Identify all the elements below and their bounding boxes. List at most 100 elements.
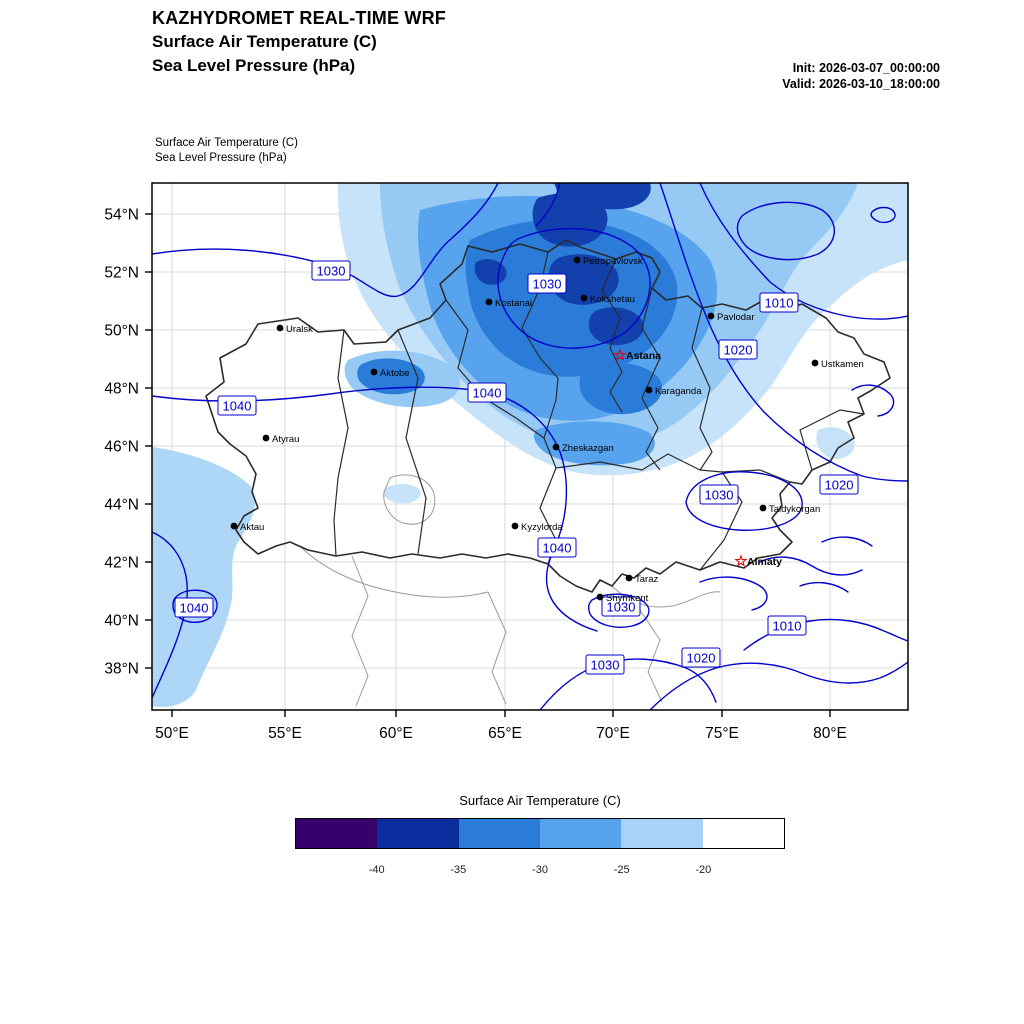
colorbar-segment bbox=[377, 819, 459, 848]
neighbor-border bbox=[351, 555, 369, 707]
aral-sea-outline bbox=[383, 474, 436, 525]
pressure-label: 1020 bbox=[724, 343, 753, 358]
oblast-border bbox=[799, 409, 865, 471]
city-label: Atyrau bbox=[272, 434, 299, 445]
city-label: Kostanai bbox=[495, 298, 532, 309]
city-label: Uralsk bbox=[286, 324, 313, 335]
pressure-contour bbox=[659, 183, 908, 482]
pressure-contour bbox=[821, 536, 873, 547]
city-label: Taldykorgan bbox=[769, 504, 820, 515]
pressure-label-box bbox=[174, 597, 214, 618]
pressure-label-box bbox=[819, 474, 859, 495]
pressure-label-box bbox=[585, 654, 625, 675]
x-axis-tick-label: 65°E bbox=[488, 725, 522, 742]
pressure-label: 1030 bbox=[705, 488, 734, 503]
pressure-contour bbox=[497, 227, 651, 349]
city-label: Shymkent bbox=[606, 593, 649, 604]
city-label: Kokshetau bbox=[590, 294, 635, 305]
city-dot-icon bbox=[596, 593, 604, 601]
y-axis-tick-label: 42°N bbox=[104, 555, 139, 572]
pressure-label: 1040 bbox=[543, 541, 572, 556]
oblast-border bbox=[333, 329, 349, 557]
colorbar-title: Surface Air Temperature (C) bbox=[459, 793, 621, 808]
y-axis-tick-label: 44°N bbox=[104, 497, 139, 514]
pressure-label: 1030 bbox=[317, 264, 346, 279]
city-markers: Petropavlovsk Kostanai Kokshetau Pavlodar Ur… bbox=[230, 256, 864, 604]
city-dot-icon bbox=[625, 574, 633, 582]
city-dot-icon bbox=[580, 294, 588, 302]
city-label: Almaty bbox=[747, 556, 782, 568]
pressure-contour bbox=[587, 593, 650, 628]
city-label: Aktobe bbox=[380, 368, 410, 379]
neighbor-border bbox=[639, 609, 663, 703]
subtitle-pressure: Sea Level Pressure (hPa) bbox=[152, 56, 356, 75]
neighbor-border bbox=[299, 545, 489, 598]
pressure-contour bbox=[172, 589, 218, 623]
city-dot-icon bbox=[811, 359, 819, 367]
oblast-border bbox=[601, 258, 623, 413]
y-axis-tick-label: 54°N bbox=[104, 207, 139, 224]
pressure-label-box bbox=[217, 395, 257, 416]
pressure-label: 1030 bbox=[591, 658, 620, 673]
oblast-border bbox=[691, 307, 713, 471]
x-axis-tick-label: 55°E bbox=[268, 725, 302, 742]
colorbar bbox=[295, 818, 785, 849]
city-dot-icon bbox=[485, 298, 493, 306]
pressure-contour bbox=[759, 556, 863, 576]
city-dot-icon bbox=[370, 368, 378, 376]
y-axis-tick-label: 48°N bbox=[104, 381, 139, 398]
temperature-fill-region bbox=[588, 307, 644, 345]
pressure-label-box bbox=[767, 615, 807, 636]
map-axes: 54°N 52°N 50°N 48°N 46°N 44°N 42°N 40°N 38°N 50°E… bbox=[104, 207, 847, 743]
pressure-label-box bbox=[311, 260, 351, 281]
x-axis-tick-label: 70°E bbox=[596, 725, 630, 742]
colorbar-segment bbox=[702, 819, 784, 848]
city-label: Zheskazgan bbox=[562, 443, 614, 454]
pressure-contour bbox=[685, 471, 803, 531]
city-dot-icon bbox=[645, 386, 653, 394]
y-axis-tick-label: 52°N bbox=[104, 265, 139, 282]
run-info: Init: 2026-03-07_00:00:00 Valid: 2026-03… bbox=[782, 60, 940, 92]
y-axis-tick-label: 50°N bbox=[104, 323, 139, 340]
pressure-label-box bbox=[467, 382, 507, 403]
x-axis-tick-label: 75°E bbox=[705, 725, 739, 742]
neighbor-borders bbox=[299, 474, 721, 707]
x-axis-tick-label: 80°E bbox=[813, 725, 847, 742]
y-axis-tick-label: 38°N bbox=[104, 661, 139, 678]
pressure-label: 1040 bbox=[473, 386, 502, 401]
colorbar-tick-label: -35 bbox=[450, 864, 467, 876]
pressure-contour bbox=[535, 183, 561, 227]
caspian-sea-fill bbox=[152, 447, 256, 708]
temperature-fill-region bbox=[816, 427, 855, 459]
pressure-label: 1020 bbox=[687, 651, 716, 666]
x-axis-tick-label: 60°E bbox=[379, 725, 413, 742]
pressure-label-box bbox=[699, 484, 739, 505]
pressure-contour bbox=[736, 201, 836, 261]
map-inset-line1: Surface Air Temperature (C) bbox=[155, 137, 298, 149]
pressure-label: 1040 bbox=[180, 601, 209, 616]
pressure-contours bbox=[152, 183, 908, 710]
city-label: Astana bbox=[626, 350, 661, 362]
temperature-fill-region bbox=[383, 484, 421, 504]
city-label: Petropavlovsk bbox=[583, 256, 643, 267]
subtitle-temperature: Surface Air Temperature (C) bbox=[152, 32, 377, 51]
city-label: Taraz bbox=[635, 574, 658, 585]
pressure-contour bbox=[649, 661, 908, 710]
pressure-label: 1010 bbox=[765, 296, 794, 311]
city-label: Kyzylorda bbox=[521, 522, 563, 533]
temperature-fill-region bbox=[579, 362, 663, 415]
pressure-label-box bbox=[759, 292, 799, 313]
capital-star-icon: ☆ bbox=[734, 553, 748, 570]
city-dot-icon bbox=[276, 324, 284, 332]
city-dot-icon bbox=[262, 434, 270, 442]
city-label: Karaganda bbox=[655, 386, 702, 397]
y-axis-tick-label: 46°N bbox=[104, 439, 139, 456]
pressure-label-box bbox=[681, 647, 721, 668]
colorbar-segment bbox=[621, 819, 703, 848]
pressure-contour bbox=[699, 576, 768, 611]
pressure-contour bbox=[152, 386, 598, 632]
pressure-contour bbox=[539, 658, 717, 710]
colorbar-tick-label: -20 bbox=[695, 864, 712, 876]
